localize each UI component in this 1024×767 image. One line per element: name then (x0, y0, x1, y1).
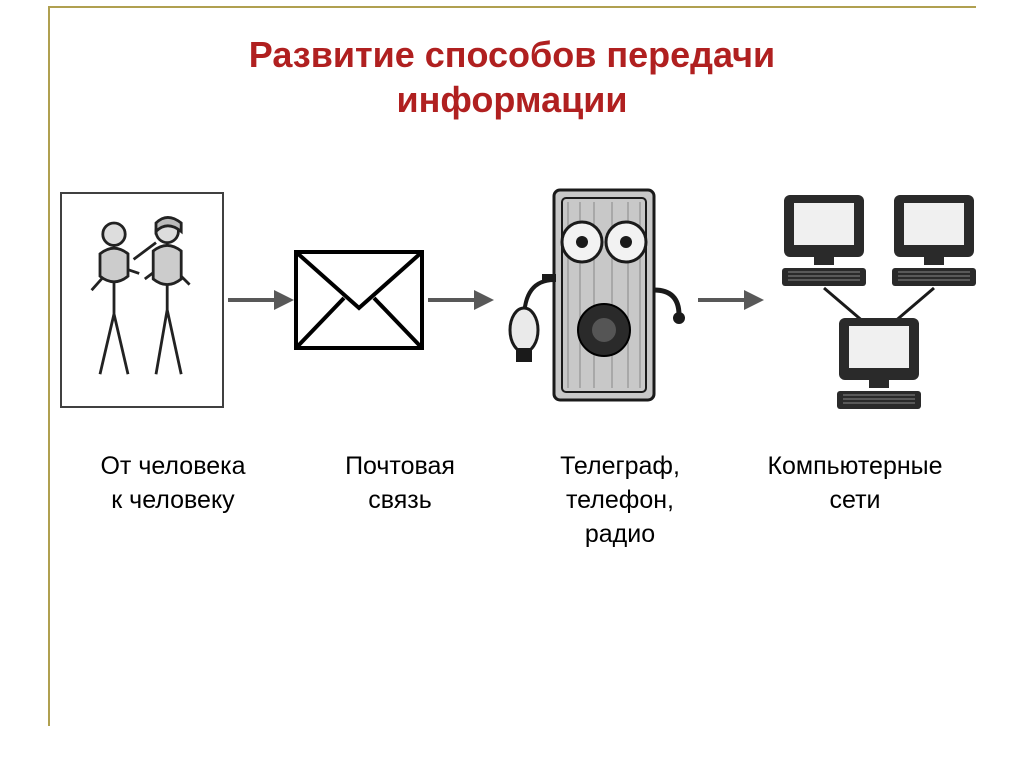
label-text: сети (830, 486, 881, 514)
arrow-1 (224, 180, 294, 420)
wall-phone-icon (494, 180, 694, 420)
title-line-1: Развитие способов передачи (249, 34, 775, 75)
label-text: телефон, (566, 486, 674, 514)
label-phone: Телеграф, телефон, радио (520, 450, 720, 551)
people-panel (60, 192, 224, 408)
label-text: Компьютерные (767, 452, 942, 480)
label-text: к человеку (111, 486, 234, 514)
arrow-3 (694, 180, 764, 420)
label-people: От человека к человеку (78, 450, 268, 518)
stage-network (764, 180, 994, 420)
label-text: От человека (100, 452, 245, 480)
arrow-icon (224, 280, 294, 320)
labels-row: От человека к человеку Почтовая связь Те… (60, 450, 970, 650)
label-network: Компьютерные сети (740, 450, 970, 518)
label-mail: Почтовая связь (315, 450, 485, 518)
arrow-2 (424, 180, 494, 420)
arrow-icon (694, 280, 764, 320)
label-text: связь (368, 486, 432, 514)
stage-mail (294, 180, 424, 420)
label-text: Телеграф, (560, 452, 680, 480)
label-text: радио (585, 520, 655, 548)
label-text: Почтовая (345, 452, 455, 480)
arrow-icon (424, 280, 494, 320)
stage-people (60, 180, 224, 420)
page-title: Развитие способов передачи информации (0, 32, 1024, 122)
people-drawing-icon (72, 205, 212, 395)
stage-phone (494, 180, 694, 420)
computer-network-icon (764, 180, 994, 420)
envelope-icon (294, 250, 424, 350)
title-line-2: информации (397, 79, 628, 120)
diagram-row (60, 160, 970, 440)
